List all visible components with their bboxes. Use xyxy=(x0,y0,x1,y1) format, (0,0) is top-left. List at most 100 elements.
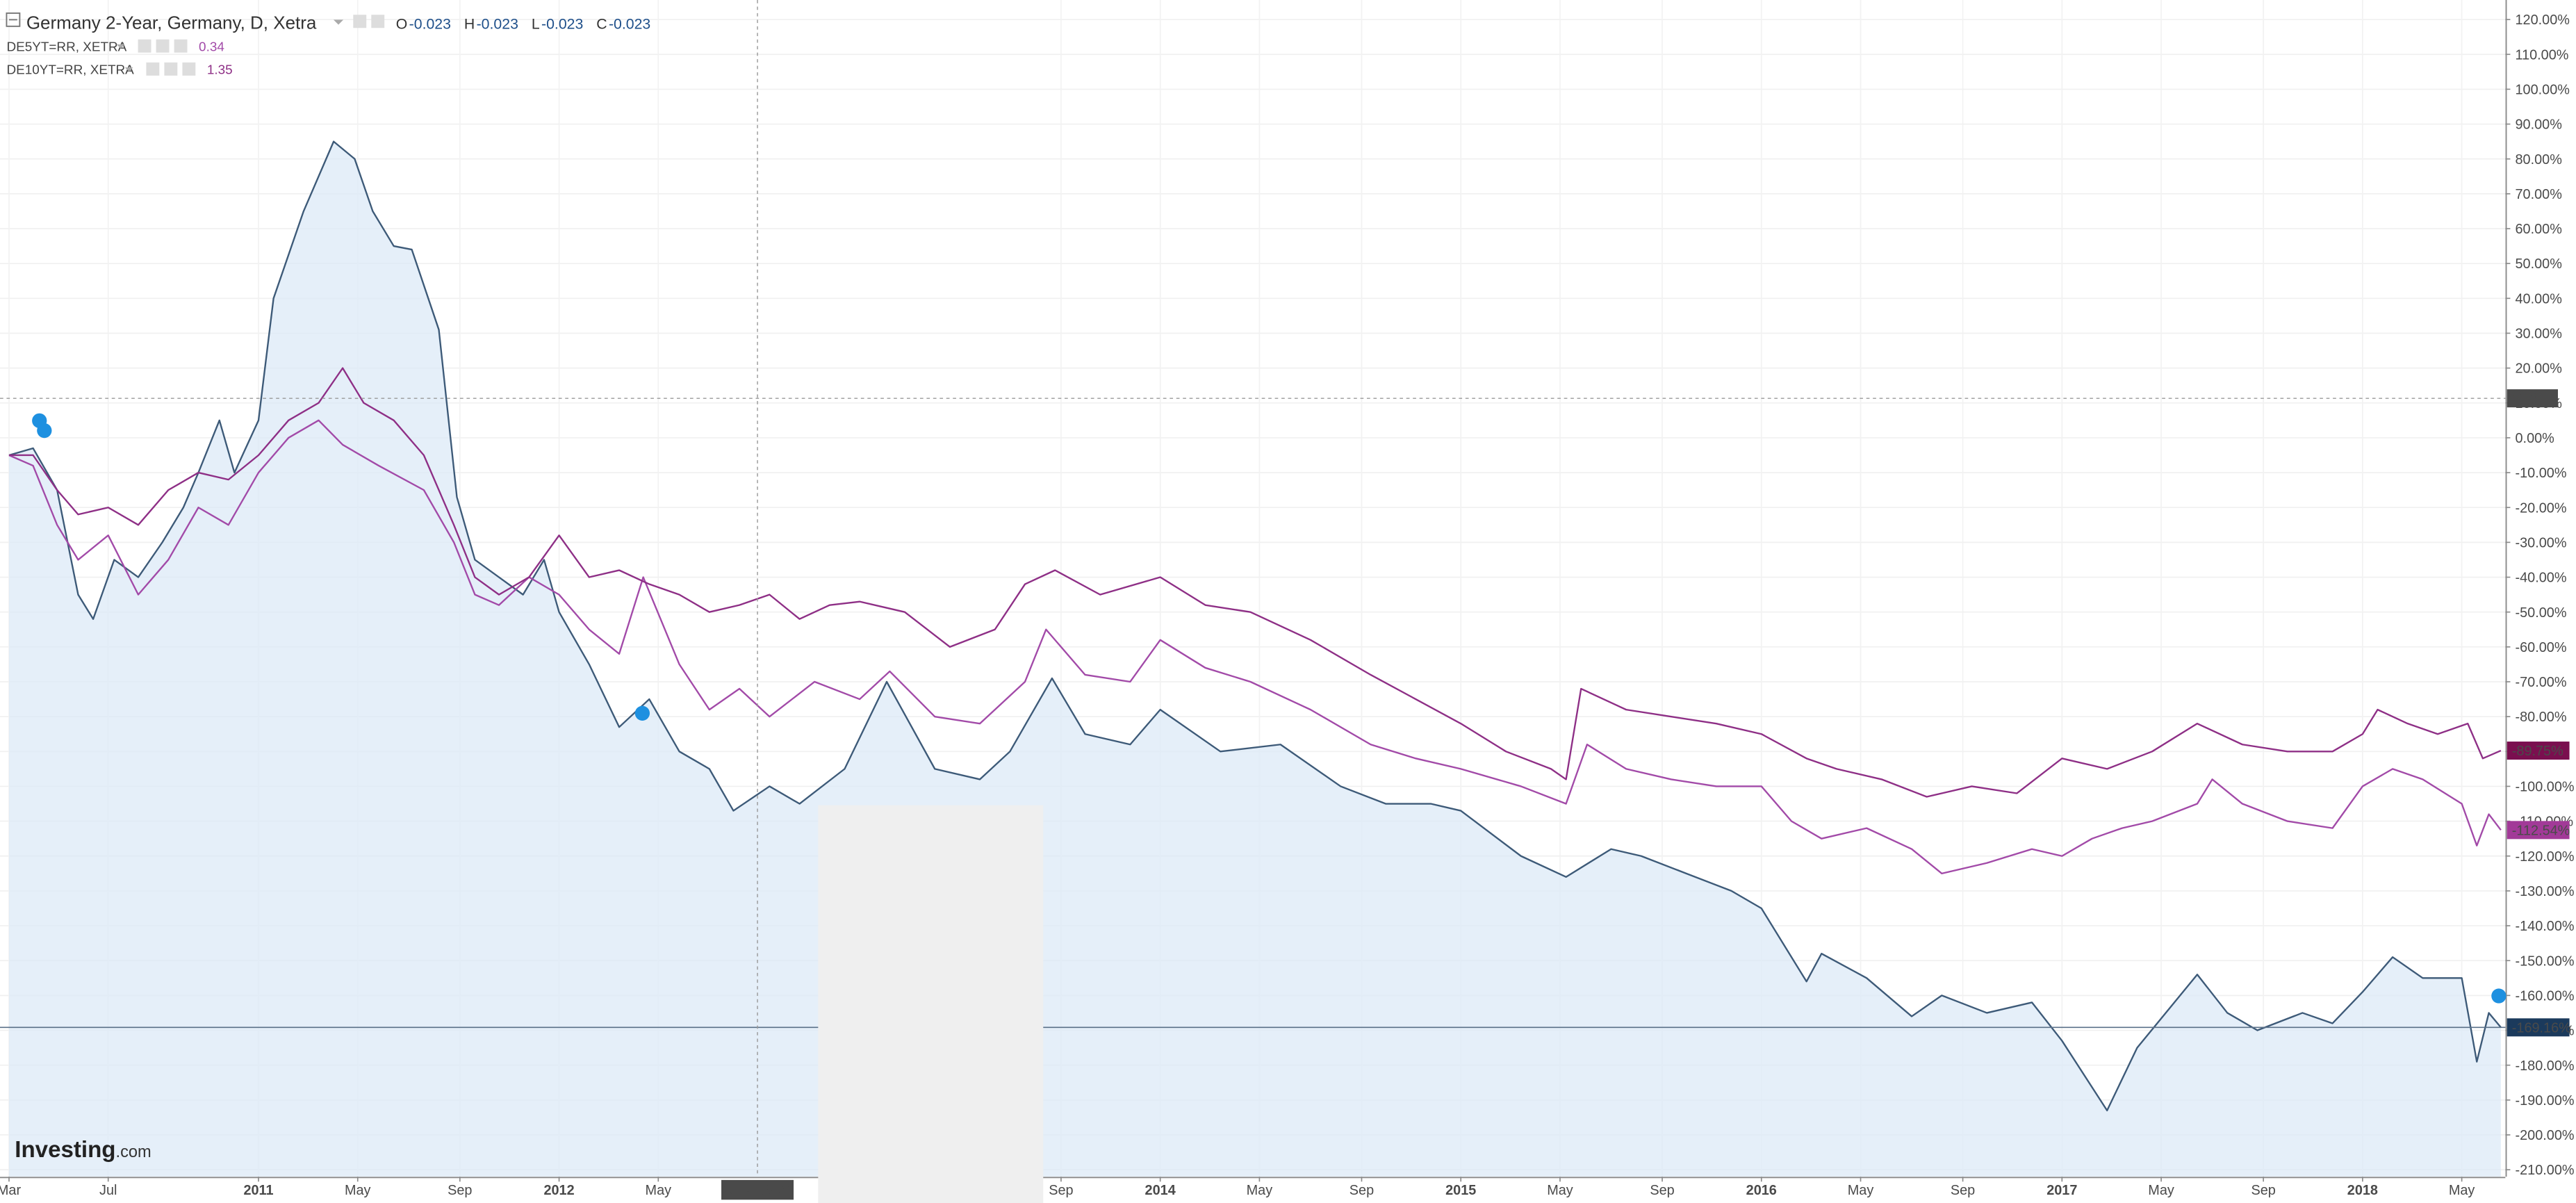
y-tick-label: 40.00% xyxy=(2516,291,2562,306)
collapse-icon[interactable] xyxy=(6,12,21,27)
y-tick-label: 120.00% xyxy=(2516,13,2570,28)
x-tick-label: 2018 xyxy=(2347,1183,2378,1198)
y-tick-label: -150.00% xyxy=(2516,954,2575,969)
watermark-brand: Investing xyxy=(15,1137,115,1163)
x-tick-label: Jul xyxy=(99,1183,117,1198)
ohlc-value: -0.023 xyxy=(609,15,650,32)
legend-entry: DE5YT=RR, XETRA xyxy=(6,40,126,54)
settings-icon[interactable] xyxy=(353,15,367,28)
y-tick-label: -190.00% xyxy=(2516,1093,2575,1108)
y-tick-label: 30.00% xyxy=(2516,327,2562,342)
watermark: Investing.com xyxy=(15,1137,151,1163)
dropdown-icon[interactable] xyxy=(124,67,133,72)
last-value-label: -112.54% xyxy=(2512,823,2570,838)
crosshair-x-label: 2012-08-31 xyxy=(722,1183,793,1198)
watermark-suffix: .com xyxy=(116,1143,151,1161)
x-tick-label: Mar xyxy=(0,1183,21,1198)
line xyxy=(8,367,2502,798)
crosshair-y-tag xyxy=(2507,389,2558,408)
settings-icon[interactable] xyxy=(164,62,178,76)
y-tick-label: 100.00% xyxy=(2516,82,2570,97)
x-tick-label: 2015 xyxy=(1445,1183,1476,1198)
y-tick-label: -130.00% xyxy=(2516,884,2575,899)
ohlc-value: -0.023 xyxy=(541,15,583,32)
x-tick-label: Sep xyxy=(1049,1183,1073,1198)
event-marker[interactable] xyxy=(2491,988,2507,1004)
dropdown-icon[interactable] xyxy=(116,44,125,49)
y-tick-label: 90.00% xyxy=(2516,117,2562,133)
x-tick-label: Sep xyxy=(1951,1183,1975,1198)
y-tick-label: -80.00% xyxy=(2516,710,2567,725)
y-tick-label: -140.00% xyxy=(2516,919,2575,934)
y-tick-label: 20.00% xyxy=(2516,361,2562,377)
x-tick-label: May xyxy=(646,1183,672,1198)
y-tick-label: -210.00% xyxy=(2516,1163,2575,1178)
ohlc-label: C xyxy=(596,15,607,32)
ohlc-value: -0.023 xyxy=(477,15,518,32)
y-tick-label: 70.00% xyxy=(2516,187,2562,202)
x-tick-label: Sep xyxy=(448,1183,472,1198)
last-value-tag xyxy=(2507,742,2570,760)
x-tick-label: May xyxy=(345,1183,371,1198)
ohlc-value: -0.023 xyxy=(409,15,451,32)
ohlc-label: H xyxy=(464,15,475,32)
x-tick-label: May xyxy=(2449,1183,2475,1198)
y-tick-label: -120.00% xyxy=(2516,849,2575,865)
close-icon[interactable] xyxy=(182,62,196,76)
x-tick-label: May xyxy=(1848,1183,1874,1198)
last-value-label: -169.16% xyxy=(2512,1020,2571,1036)
y-tick-label: -180.00% xyxy=(2516,1058,2575,1074)
settings-icon[interactable] xyxy=(146,62,160,76)
x-tick-label: May xyxy=(2148,1183,2174,1198)
settings-icon[interactable] xyxy=(156,39,170,53)
legend: Germany 2-Year, Germany, D, Xetra O -0.02… xyxy=(6,12,650,77)
x-tick-label: 2017 xyxy=(2046,1183,2077,1198)
chart-title: Germany 2-Year, Germany, D, Xetra xyxy=(26,12,317,33)
y-tick-label: 60.00% xyxy=(2516,222,2562,237)
legend-value: 1.35 xyxy=(207,63,233,77)
event-marker[interactable] xyxy=(37,423,52,439)
y-tick-label: -60.00% xyxy=(2516,640,2567,655)
redaction-block xyxy=(818,805,1044,1203)
x-tick-label: 2014 xyxy=(1145,1183,1176,1198)
x-tick-label: May xyxy=(1247,1183,1273,1198)
y-tick-label: 0.00% xyxy=(2516,431,2554,446)
last-value-tag xyxy=(2507,821,2570,840)
y-tick-label: -200.00% xyxy=(2516,1128,2575,1143)
settings-icon[interactable] xyxy=(371,15,385,28)
y-tick-label: 50.00% xyxy=(2516,256,2562,272)
x-tick-label: Sep xyxy=(1650,1183,1674,1198)
settings-icon[interactable] xyxy=(138,39,151,53)
x-tick-label: 2012 xyxy=(543,1183,574,1198)
legend-value: 0.34 xyxy=(199,40,224,54)
ohlc-values: O -0.023 H -0.023 L -0.023 C -0.023 xyxy=(396,15,651,32)
y-tick-label: -100.00% xyxy=(2516,780,2575,795)
y-tick-label: -30.00% xyxy=(2516,535,2567,550)
y-tick-label: -20.00% xyxy=(2516,500,2567,516)
legend-entry: DE10YT=RR, XETRA xyxy=(6,63,134,77)
y-tick-label: -70.00% xyxy=(2516,675,2567,690)
event-markers xyxy=(32,413,2507,1004)
y-tick-label: -50.00% xyxy=(2516,605,2567,621)
y-tick-label: -10.00% xyxy=(2516,466,2567,481)
close-icon[interactable] xyxy=(174,39,188,53)
x-tick-label: May xyxy=(1547,1183,1573,1198)
x-tick-label: Sep xyxy=(2251,1183,2275,1198)
y-tick-label: -40.00% xyxy=(2516,571,2567,586)
x-tick-label: 2011 xyxy=(243,1183,273,1198)
ohlc-label: L xyxy=(532,15,540,32)
x-tick-label: Sep xyxy=(1349,1183,1374,1198)
y-tick-label: -160.00% xyxy=(2516,988,2575,1004)
y-tick-label: 80.00% xyxy=(2516,152,2562,167)
area xyxy=(8,141,2501,1177)
dropdown-icon[interactable] xyxy=(333,19,344,25)
event-marker[interactable] xyxy=(634,705,650,721)
line xyxy=(8,419,2502,875)
x-tick-label: 2016 xyxy=(1746,1183,1777,1198)
line xyxy=(8,140,2502,1112)
last-value-label: -89.75% xyxy=(2512,744,2563,759)
crosshair-y-label: 11.317 xyxy=(2512,391,2553,407)
